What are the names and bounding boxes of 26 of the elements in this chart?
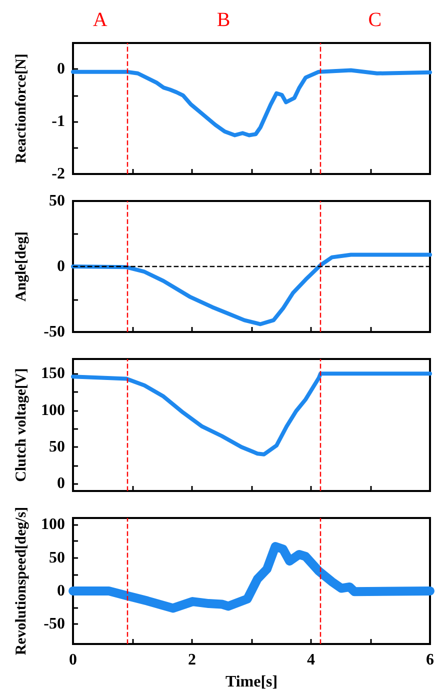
text: C <box>368 9 382 31</box>
y-tick-label: 100 <box>41 516 65 534</box>
y-tick-label: 50 <box>49 192 65 210</box>
y-tick-label: -1 <box>52 113 65 130</box>
text: A <box>92 9 108 31</box>
y-tick-label: 0 <box>57 582 65 600</box>
y-axis-title: Reactionforce[N] <box>14 54 30 164</box>
y-tick-label: 100 <box>41 402 65 419</box>
x-tick-label: 4 <box>307 652 315 668</box>
x-tick-label: 6 <box>426 652 434 668</box>
y-tick-label: 150 <box>41 365 65 382</box>
y-tick-label: 0 <box>57 475 65 492</box>
y-tick-label: 0 <box>57 60 65 78</box>
x-axis-title: Time[s] <box>225 674 278 690</box>
y-tick-label: -2 <box>52 166 65 182</box>
x-tick-label: 2 <box>188 652 196 668</box>
y-tick-label: -50 <box>44 324 65 340</box>
y-tick-label: 50 <box>49 438 65 456</box>
y-tick-label: 0 <box>57 258 65 275</box>
text: B <box>216 9 230 31</box>
y-axis-title: Angle[deg] <box>14 232 30 302</box>
y-axis-title: Revolutionspeed[deg/s] <box>14 506 30 656</box>
y-axis-title: Clutch voltage[V] <box>14 368 30 482</box>
x-tick-label: 0 <box>69 652 77 668</box>
y-tick-label: 50 <box>49 549 65 566</box>
y-tick-label: -50 <box>44 616 65 633</box>
